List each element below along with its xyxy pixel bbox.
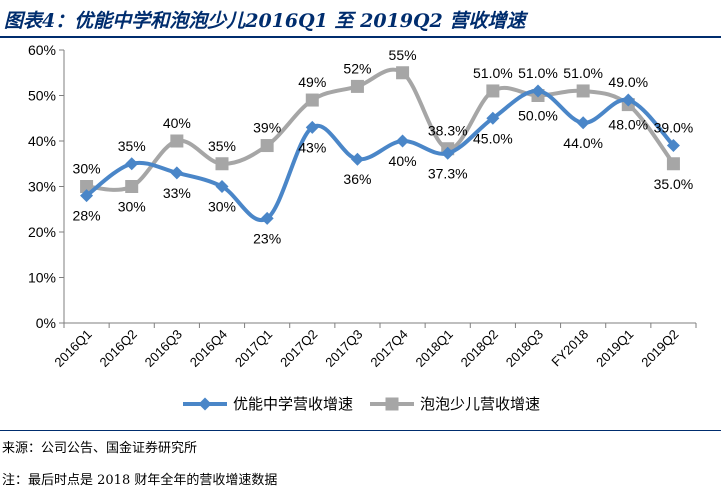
x-tick-label: 2018Q1 [413,327,456,370]
data-label-s2-9: 38.3% [428,123,468,139]
data-point-s2-7 [350,79,364,93]
data-label-s1-11: 51.0% [518,65,558,81]
x-tick-label: FY2018 [548,327,591,370]
x-tick-label: 2017Q3 [322,327,365,370]
data-point-s1-12 [576,116,590,130]
data-point-s2-3 [170,134,184,148]
data-point-s1-8 [396,134,410,148]
y-tick-label: 50% [28,88,56,104]
y-tick-label: 40% [28,133,56,149]
data-point-s1-13 [621,93,635,107]
data-label-s1-5: 23% [253,230,281,246]
data-label-s1-9: 37.3% [428,165,468,181]
data-label-s1-10: 45.0% [473,130,513,146]
legend-marker-2 [385,397,399,411]
data-point-s1-10 [486,111,500,125]
x-tick-label: 2019Q2 [638,327,681,370]
x-tick-label: 2018Q3 [503,327,546,370]
line-chart: 0%10%20%30%40%50%60%2016Q1 2016Q2 2016Q3 20… [28,42,697,413]
y-tick-label: 0% [36,315,56,331]
data-label-s1-3: 33% [163,185,191,201]
y-tick-label: 10% [28,270,56,286]
data-point-s1-14 [666,139,680,153]
x-tick-label: 2017Q4 [367,327,410,370]
legend-marker-1 [198,397,212,411]
x-tick-label: 2016Q4 [187,327,230,370]
data-label-s2-3: 40% [163,115,191,131]
data-point-s1-3 [170,166,184,180]
x-tick-label: 2016Q3 [142,327,185,370]
data-point-s2-10 [486,84,500,98]
data-point-s2-4 [215,157,229,171]
data-label-s1-6: 43% [298,139,326,155]
y-tick-label: 20% [28,224,56,240]
x-tick-label: 2016Q1 [51,327,94,370]
data-point-s2-6 [305,93,319,107]
data-point-s2-14 [666,157,680,171]
title-rule [0,36,721,38]
data-label-s2-1: 30% [73,161,101,177]
y-tick-label: 30% [28,179,56,195]
data-point-s1-6 [305,120,319,134]
data-point-s2-1 [80,180,94,193]
source-text: 来源：公司公告、国金证券研究所 [2,441,198,456]
data-label-s2-6: 49% [298,74,326,90]
data-label-s1-13: 49.0% [608,74,648,90]
data-label-s2-7: 52% [343,60,371,76]
data-label-s2-11: 50.0% [518,108,558,124]
x-tick-label: 2017Q2 [277,327,320,370]
data-label-s2-4: 35% [208,138,236,154]
x-tick-label: 2018Q2 [458,327,501,370]
data-label-s2-2: 30% [118,199,146,215]
x-tick-label: 2017Q1 [232,327,275,370]
chart-legend: 优能中学营收增速 泡泡少儿营收增速 [183,396,540,413]
data-point-s1-5 [260,211,274,225]
data-point-s1-9 [441,146,455,160]
data-label-s1-14: 39.0% [654,120,694,136]
data-label-s1-7: 36% [343,171,371,187]
data-point-s2-5 [260,139,274,153]
data-label-s1-1: 28% [73,208,101,224]
data-label-s2-13: 48.0% [608,117,648,133]
legend-label-1: 优能中学营收增速 [233,396,353,413]
y-tick-label: 60% [28,42,56,58]
data-point-s2-12 [576,84,590,98]
data-label-s2-14: 35.0% [654,176,694,192]
data-point-s1-4 [215,180,229,193]
data-label-s2-8: 55% [389,47,417,63]
legend-label-2: 泡泡少儿营收增速 [420,396,540,413]
data-label-s1-4: 30% [208,199,236,215]
chart-data-labels: 28% 30% 35% 30% 33% 40% 30% 35% 23% 39% 43% 49% 36% 5… [73,47,694,247]
source-rule [0,430,721,431]
data-label-s2-5: 39% [253,120,281,136]
data-label-s2-12: 51.0% [563,65,603,81]
data-point-s1-7 [350,152,364,166]
note-text: 注：最后时点是 2018 财年全年的营收增速数据 [2,473,278,488]
data-label-s1-2: 35% [118,138,146,154]
chart-series [80,66,680,225]
x-tick-label: 2016Q2 [97,327,140,370]
data-point-s2-2 [125,180,139,193]
data-point-s1-11 [531,84,545,98]
data-point-s1-1 [80,189,94,203]
x-tick-label: 2019Q1 [593,327,636,370]
figure-title: 图表4：优能中学和泡泡少儿2016Q1 至 2019Q2 营收增速 [4,10,526,32]
data-point-s1-2 [125,157,139,171]
data-point-s2-8 [396,66,410,80]
data-label-s1-8: 40% [389,153,417,169]
data-label-s2-10: 51.0% [473,65,513,81]
data-label-s1-12: 44.0% [563,135,603,151]
